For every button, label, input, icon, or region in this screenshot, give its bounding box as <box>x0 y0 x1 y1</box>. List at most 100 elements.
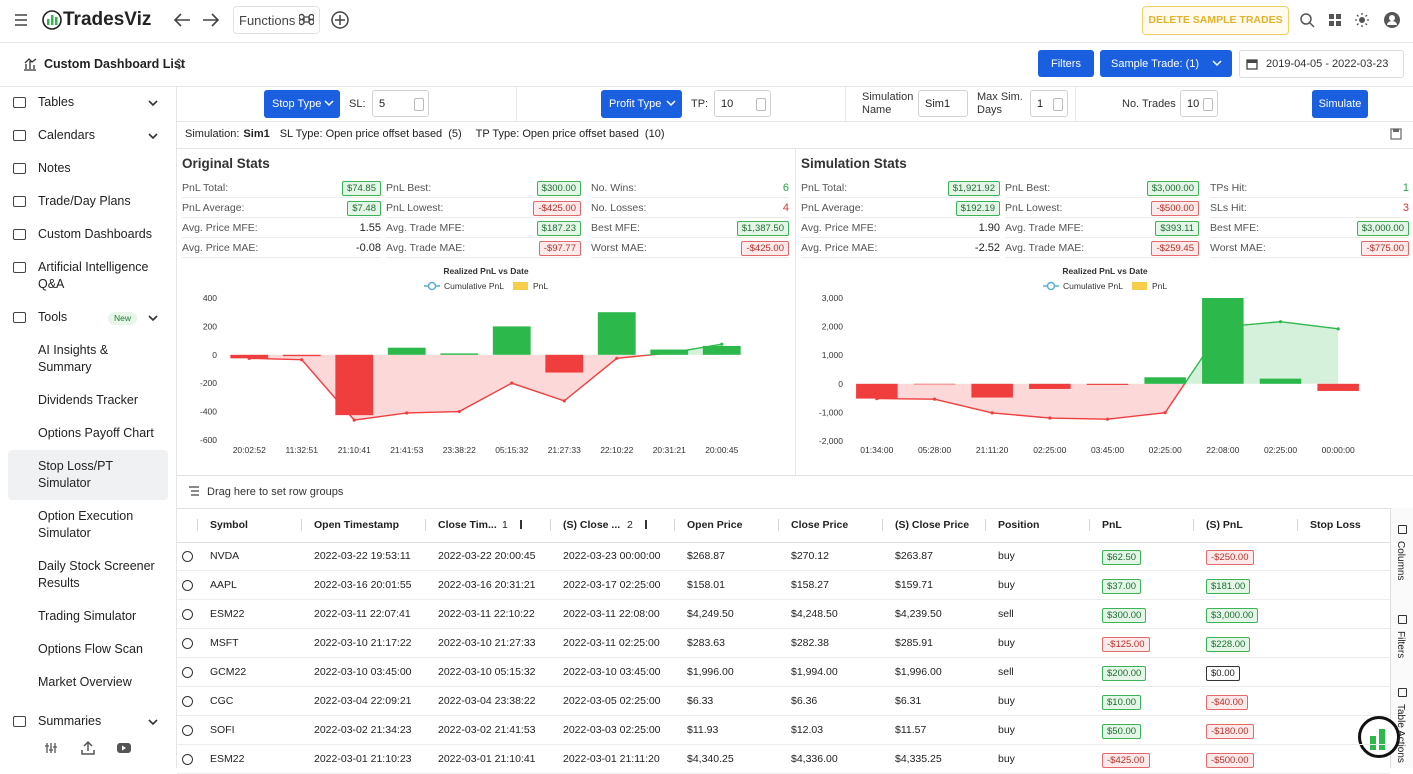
sidebar-item[interactable]: Custom Dashboards <box>0 218 176 251</box>
corner-logo[interactable] <box>1358 716 1400 758</box>
column-header[interactable]: Symbol <box>210 519 248 531</box>
pnl-bar <box>913 383 956 385</box>
save-icon[interactable] <box>1390 128 1402 140</box>
row-select[interactable] <box>182 638 193 649</box>
pnl-badge: $0.00 <box>1206 666 1240 681</box>
row-select[interactable] <box>182 725 193 736</box>
stat-badge: -$425.00 <box>741 241 789 256</box>
spinner[interactable] <box>1053 98 1063 111</box>
sample-trade-button[interactable]: Sample Trade: (1) <box>1100 50 1232 77</box>
row-select[interactable] <box>182 580 193 591</box>
column-header[interactable]: PnL <box>1102 519 1122 531</box>
delete-sample-button[interactable]: DELETE SAMPLE TRADES <box>1142 6 1289 35</box>
functions-box[interactable] <box>233 6 320 34</box>
max-days-input[interactable]: 1 <box>1030 90 1068 117</box>
column-header[interactable]: (S) Close ... <box>563 519 621 531</box>
sidebar-item[interactable]: AI Insights & Summary <box>0 334 176 384</box>
sidebar-item[interactable]: Option Execution Simulator <box>0 500 176 550</box>
simulate-button[interactable]: Simulate <box>1312 90 1368 118</box>
cumulative-point <box>510 381 514 385</box>
x-tick-label: 21:27:33 <box>548 445 581 455</box>
menu-icon[interactable] <box>14 13 28 27</box>
divider <box>845 87 846 122</box>
dashboard-list[interactable]: Custom Dashboard List <box>44 57 185 71</box>
stat-label: PnL Lowest: <box>1005 202 1063 214</box>
sidebar-icon <box>13 162 26 174</box>
side-tab[interactable]: Table Actions <box>1395 704 1406 763</box>
sim-name: Sim1 <box>243 128 270 140</box>
row-select[interactable] <box>182 696 193 707</box>
sidebar-item[interactable]: Trade/Day Plans <box>0 185 176 218</box>
tp-input[interactable]: 10 <box>714 90 771 117</box>
filters-button[interactable]: Filters <box>1038 50 1094 77</box>
column-header[interactable]: (S) Close Price <box>895 519 970 531</box>
side-tab[interactable]: Filters <box>1395 631 1406 659</box>
column-header[interactable]: (S) PnL <box>1206 519 1243 531</box>
column-header[interactable]: Close Tim... <box>438 519 497 531</box>
stat-value: 1 <box>1402 182 1409 194</box>
column-separator <box>778 519 779 531</box>
date-range-box[interactable] <box>1239 50 1404 78</box>
row-select[interactable] <box>182 551 193 562</box>
legend-label: PnL <box>533 281 548 291</box>
column-header[interactable]: Open Price <box>687 519 743 531</box>
sidebar-item[interactable]: Artificial Intelligence Q&A <box>0 251 176 301</box>
sim-name-input[interactable]: Sim1 <box>918 90 968 117</box>
row-line <box>177 657 1390 658</box>
trades-input[interactable]: 10 <box>1180 90 1218 117</box>
sidebar-item[interactable]: Tools New <box>0 301 176 334</box>
chevron <box>148 718 158 725</box>
add-icon[interactable] <box>330 10 350 30</box>
sidebar-footer-icons[interactable] <box>44 740 134 756</box>
x-tick-label: 20:00:45 <box>705 445 738 455</box>
nav-arrows[interactable] <box>173 11 223 29</box>
column-header[interactable]: Close Price <box>791 519 849 531</box>
sidebar-item[interactable]: Options Flow Scan <box>0 633 176 666</box>
stat-badge: $300.00 <box>536 181 581 196</box>
legend-marker <box>427 281 437 291</box>
stat-badge: $7.48 <box>347 201 381 216</box>
sidebar-item[interactable]: Notes <box>0 152 176 185</box>
spinner[interactable] <box>414 98 424 111</box>
stat-label: PnL Average: <box>182 202 245 214</box>
cell: $4,336.00 <box>791 753 838 765</box>
logo-text[interactable]: TradesViz <box>63 9 152 30</box>
side-tab-icon[interactable] <box>1398 615 1407 624</box>
sidebar-item[interactable]: Trading Simulator <box>0 600 176 633</box>
sidebar-item[interactable]: Daily Stock Screener Results <box>0 550 176 600</box>
row-select[interactable] <box>182 609 193 620</box>
side-tab[interactable]: Columns <box>1395 541 1406 581</box>
stat-row-line <box>386 257 581 258</box>
pnl-bar <box>971 383 1013 398</box>
sidebar-item[interactable]: Market Overview <box>0 666 176 699</box>
x-tick-label: 02:25:00 <box>1033 445 1066 455</box>
column-header[interactable]: Open Timestamp <box>314 519 399 531</box>
cell: MSFT <box>210 637 239 649</box>
header-icons[interactable] <box>1299 11 1409 31</box>
sidebar-item[interactable]: Calendars <box>0 119 176 152</box>
tp-label: TP: <box>691 98 709 110</box>
column-header[interactable]: Position <box>998 519 1040 531</box>
sidebar-item[interactable]: Options Payoff Chart <box>0 417 176 450</box>
side-tab-icon[interactable] <box>1398 688 1407 697</box>
stat-value: 1.55 <box>359 222 381 234</box>
spinner[interactable] <box>756 98 766 111</box>
row-select[interactable] <box>182 667 193 678</box>
pnl-bar <box>545 354 584 373</box>
sidebar-item[interactable]: Tables <box>0 86 176 119</box>
sidebar-item[interactable]: Stop Loss/PT Simulator <box>8 449 168 500</box>
logo-icon <box>42 10 62 30</box>
stat-label: Avg. Price MFE: <box>182 222 258 234</box>
sidebar-item[interactable]: Summaries <box>0 705 176 738</box>
sl-input[interactable]: 5 <box>372 90 429 117</box>
sidebar-item[interactable]: Dividends Tracker <box>0 384 176 417</box>
profit-type-button[interactable]: Profit Type <box>601 90 682 118</box>
cumulative-point <box>300 358 304 362</box>
pnl-badge: $37.00 <box>1102 579 1142 594</box>
column-header[interactable]: Stop Loss <box>1310 519 1361 531</box>
cell: 2022-03-04 23:38:22 <box>438 695 536 707</box>
stat-row-line <box>1210 237 1409 238</box>
side-tab-icon[interactable] <box>1398 525 1407 534</box>
row-select[interactable] <box>182 754 193 765</box>
spinner[interactable] <box>1203 98 1213 111</box>
